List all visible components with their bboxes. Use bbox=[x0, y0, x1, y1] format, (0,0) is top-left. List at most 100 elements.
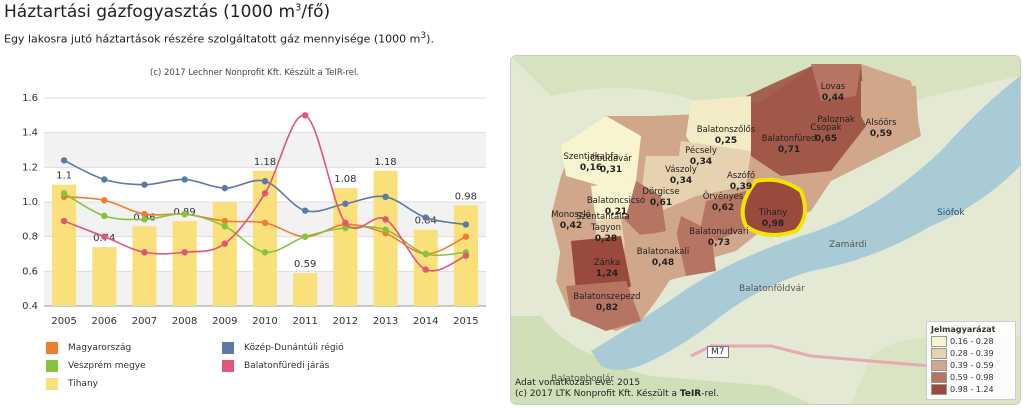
series-point bbox=[342, 200, 349, 207]
x-tick-label: 2014 bbox=[413, 316, 438, 327]
district-balatonakali[interactable] bbox=[621, 231, 686, 286]
series-point bbox=[101, 233, 108, 240]
legend-item-tihany[interactable]: Tihany bbox=[46, 378, 98, 390]
map-label-zanka: Zánka 1,24 bbox=[593, 258, 621, 279]
page-title: Háztartási gázfogyasztás (1000 m3/fő) bbox=[4, 2, 331, 22]
series-point bbox=[101, 197, 108, 204]
map-data-year: Adat vonatkozási éve: 2015 bbox=[515, 378, 641, 388]
district-balatoncsicso[interactable] bbox=[591, 181, 636, 221]
map-legend-swatch bbox=[931, 336, 947, 347]
series-point bbox=[101, 176, 108, 183]
map-label-monoszlo: Monoszló 0,42 bbox=[551, 210, 591, 231]
legend-item-veszprem[interactable]: Veszprém megye bbox=[46, 360, 146, 372]
series-point bbox=[181, 176, 188, 183]
x-tick-label: 2015 bbox=[453, 316, 478, 327]
plot-band bbox=[44, 132, 486, 168]
x-tick-label: 2007 bbox=[132, 316, 157, 327]
map-legend-row: 0.28 - 0.39 bbox=[931, 348, 1011, 359]
map-label-aszofo: Aszófő 0,39 bbox=[726, 171, 756, 192]
map-legend-row: 0.98 - 1.24 bbox=[931, 384, 1011, 395]
map-legend-row: 0.39 - 0.59 bbox=[931, 360, 1011, 371]
map-credit: (c) 2017 LTK Nonprofit Kft. Készült a Te… bbox=[515, 389, 719, 399]
map-label-paloznak: Paloznak bbox=[817, 115, 855, 125]
series-point bbox=[422, 266, 429, 273]
district-lovas[interactable] bbox=[811, 64, 861, 101]
series-line bbox=[63, 114, 467, 272]
map-label-siofok: Siófok bbox=[937, 208, 965, 218]
map-label-balatonszepezd: Balatonszepezd 0,82 bbox=[573, 292, 641, 313]
y-tick-label: 0.6 bbox=[22, 266, 38, 277]
map-label-balatonszolos: Balatonszőlős 0,25 bbox=[696, 125, 756, 146]
series-point bbox=[221, 240, 229, 247]
map-label-alsoors: Alsóörs 0,59 bbox=[865, 118, 897, 139]
data-label: 1.1 bbox=[56, 171, 72, 182]
district-orvenyes[interactable] bbox=[701, 191, 751, 241]
series-point bbox=[141, 216, 148, 223]
series-point bbox=[221, 217, 229, 225]
map-legend-swatch bbox=[931, 384, 947, 395]
series-point bbox=[422, 250, 429, 258]
series-point bbox=[60, 157, 68, 164]
y-tick-label: 1.2 bbox=[22, 162, 38, 173]
series-point bbox=[382, 216, 389, 223]
district-dorgicse[interactable] bbox=[621, 181, 666, 236]
bar bbox=[132, 226, 157, 306]
map-label-zamardi: Zamárdi bbox=[829, 240, 867, 250]
district-szentjakabfa[interactable] bbox=[561, 116, 641, 186]
map-label-orvenyes: Örvényes 0,62 bbox=[702, 192, 744, 213]
legend-label: Tihany bbox=[68, 379, 98, 389]
map-legend-swatch bbox=[931, 360, 947, 371]
data-label: 1.18 bbox=[254, 157, 276, 168]
choropleth-map[interactable]: Lovas 0,44 Paloznak Csopak 0,65 Alsóörs 0,5… bbox=[510, 55, 1021, 405]
map-label-balatonudvari: Balatonudvari 0,73 bbox=[689, 227, 749, 248]
legend-item-magyarorszag[interactable]: Magyarország bbox=[46, 342, 131, 354]
map-label-csopak: Csopak 0,65 bbox=[810, 123, 842, 144]
map-footer: Adat vonatkozási éve: 2015 (c) 2017 LTK … bbox=[515, 378, 719, 400]
legend-item-kozep-dunantuli[interactable]: Közép-Dunántúli régió bbox=[222, 342, 344, 354]
series-point bbox=[342, 224, 349, 232]
legend-label: Magyarország bbox=[68, 343, 132, 353]
map-label-szentantalfa: Szentantalfa bbox=[576, 212, 630, 222]
y-tick-label: 0.4 bbox=[22, 301, 38, 312]
legend-swatch bbox=[46, 378, 58, 390]
legend-item-balatonfuredi[interactable]: Balatonfüredi járás bbox=[222, 360, 329, 372]
map-legend: Jelmagyarázat 0.16 - 0.28 0.28 - 0.39 0.… bbox=[926, 321, 1016, 400]
x-tick-label: 2010 bbox=[252, 316, 277, 327]
bar bbox=[212, 202, 237, 306]
district-balatonszepezd[interactable] bbox=[566, 281, 641, 331]
y-tick-label: 1.4 bbox=[22, 128, 38, 139]
series-point bbox=[301, 207, 309, 214]
series-point bbox=[301, 112, 309, 119]
map-label-lovas: Lovas 0,44 bbox=[820, 82, 846, 103]
data-label: 1.18 bbox=[374, 157, 396, 168]
map-label-obudavar: Óbudavár 0,31 bbox=[590, 154, 632, 175]
series-point bbox=[462, 252, 470, 259]
map-label-tihany: Tihany 0,98 bbox=[758, 208, 788, 229]
map-label-balatonfoldvar: Balatonföldvár bbox=[739, 284, 805, 294]
map-label-m7: M7 bbox=[707, 346, 729, 358]
series-point bbox=[181, 249, 188, 256]
district-tihany-highlight[interactable] bbox=[740, 177, 807, 237]
bar bbox=[52, 184, 77, 306]
lake-balaton bbox=[591, 76, 1020, 370]
district-alsoors[interactable] bbox=[861, 81, 919, 154]
series-point bbox=[342, 219, 349, 226]
map-legend-title: Jelmagyarázat bbox=[931, 325, 996, 334]
chart-legend: Magyarország Közép-Dunántúli régió Veszp… bbox=[46, 340, 486, 400]
series-point bbox=[60, 190, 68, 197]
terrain-area bbox=[511, 316, 811, 404]
series-point bbox=[462, 221, 470, 228]
data-label: 0.98 bbox=[455, 191, 477, 202]
map-label-pecsely: Pécsely 0,34 bbox=[685, 146, 717, 167]
legend-swatch bbox=[222, 342, 234, 354]
page-subtitle: Egy lakosra jutó háztartások részére szo… bbox=[4, 30, 434, 46]
map-legend-swatch bbox=[931, 348, 947, 359]
district-pecsely[interactable] bbox=[676, 141, 751, 196]
series-point bbox=[261, 190, 269, 197]
series-point bbox=[301, 233, 309, 240]
x-tick-label: 2013 bbox=[373, 316, 398, 327]
map-legend-range: 0.28 - 0.39 bbox=[950, 349, 994, 358]
map-label-dorgicse: Dörgicse 0,61 bbox=[642, 187, 680, 208]
series-point bbox=[382, 226, 389, 233]
series-point bbox=[261, 178, 269, 185]
